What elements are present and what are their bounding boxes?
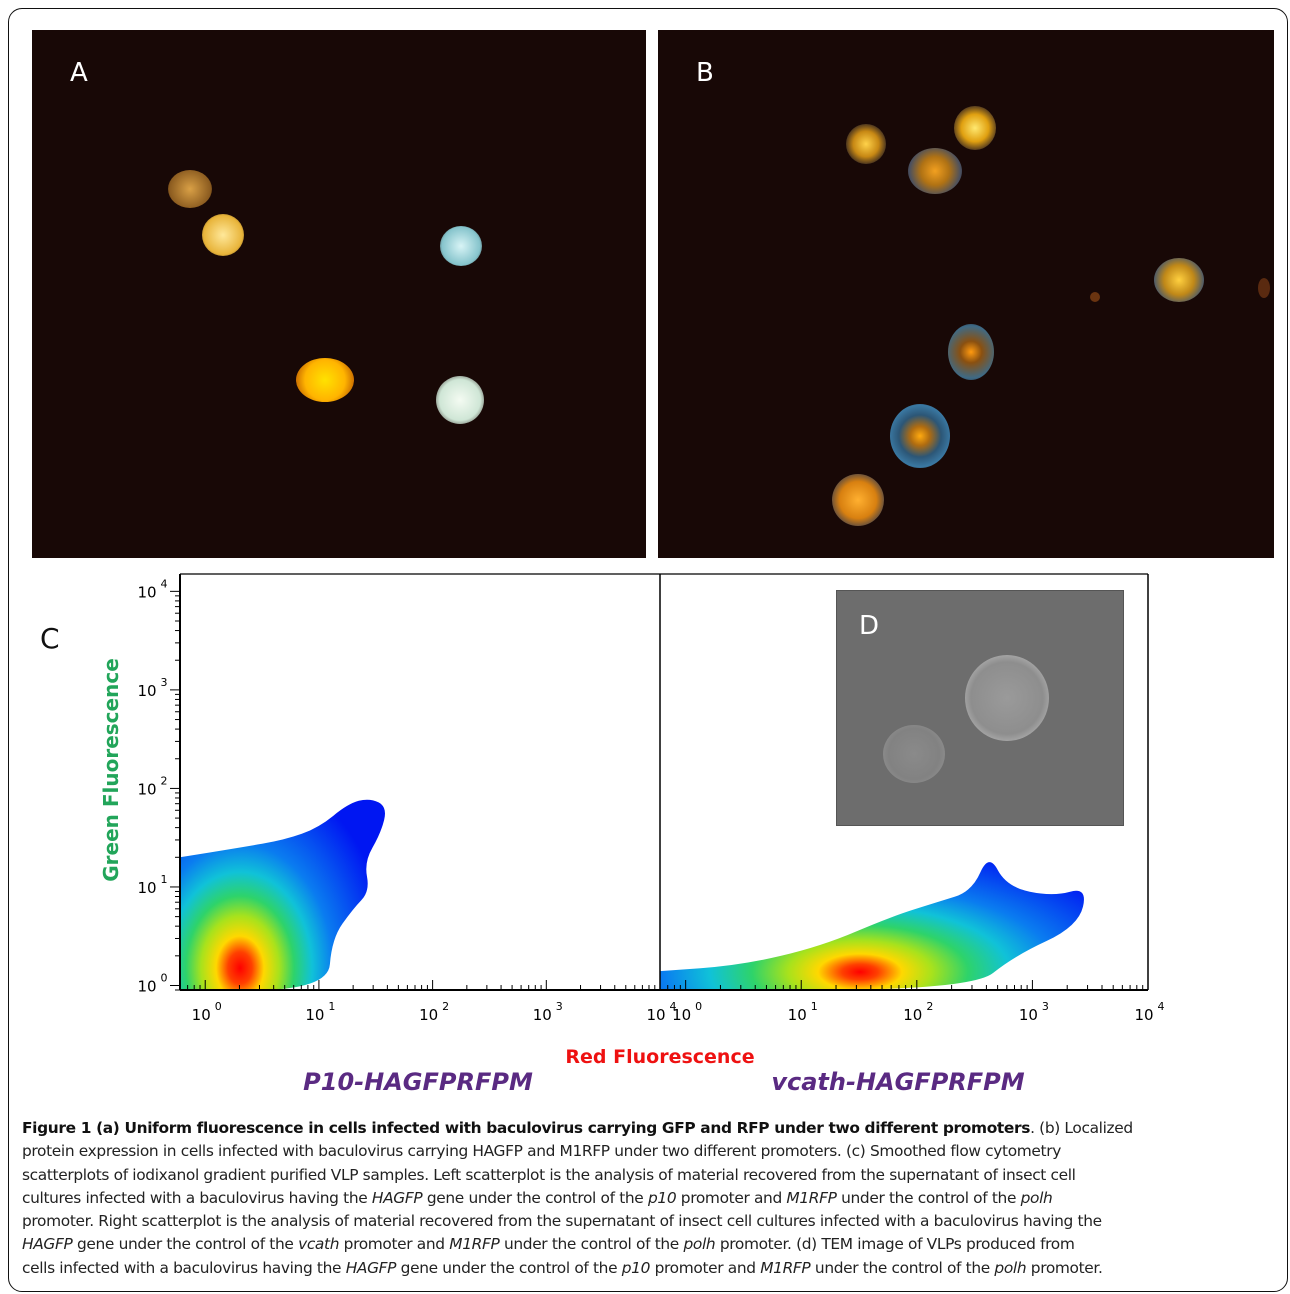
cell-b1 [846, 124, 886, 164]
caption-text: promoter and [650, 1258, 761, 1277]
vlp-small [883, 725, 945, 783]
caption-line-1: Figure 1 (a) Uniform fluorescence in cel… [22, 1117, 1272, 1140]
caption-line-6: HAGFP gene under the control of the vcat… [22, 1233, 1272, 1256]
y-tick-label: 10 [137, 583, 156, 601]
left-x-tick-exponent: 0 [215, 1000, 222, 1013]
caption-text: promoter. [1026, 1258, 1103, 1277]
promoter-name: p10 [621, 1258, 651, 1277]
y-tick-label: 10 [137, 977, 156, 995]
panel-label-a: A [70, 58, 88, 88]
right-x-tick-exponent: 1 [811, 1000, 818, 1013]
figure-frame [8, 8, 1288, 1292]
left-x-tick-label: 10 [192, 1006, 211, 1024]
flow-cytometry-plots: 10 0 10 1 10 2 10 3 10 410 0 10 1 10 2 10 3 10 410 010 110 21… [137, 573, 1165, 1024]
promoter-name: polh [683, 1235, 716, 1254]
caption-text: promoter and [339, 1235, 450, 1254]
panel-label-c: C [40, 622, 60, 655]
xlabel: Red Fluorescence [565, 1046, 755, 1068]
panel-label-d: D [859, 611, 880, 641]
cell-b2 [954, 106, 996, 150]
caption-text: cells infected with a baculovirus having… [22, 1258, 346, 1277]
gene-name: HAGFP [371, 1188, 423, 1207]
left-plot [180, 574, 660, 990]
caption-text: . (b) Localized [1030, 1119, 1133, 1137]
right-x-tick-label: 10 [672, 1006, 691, 1024]
promoter-name: p10 [647, 1188, 677, 1207]
left-x-tick-label: 10 [305, 1006, 324, 1024]
left-x-tick-exponent: 2 [442, 1000, 449, 1013]
caption-text: cultures infected with a baculovirus hav… [22, 1188, 372, 1207]
gene-name: M1RFP [449, 1235, 500, 1254]
y-tick-exponent: 1 [161, 873, 168, 886]
y-tick-exponent: 4 [161, 577, 168, 590]
vlp-large [965, 655, 1049, 741]
caption-text: under the control of the [810, 1258, 995, 1277]
caption-title: Figure 1 (a) Uniform fluorescence in cel… [22, 1119, 1031, 1137]
cell-b9 [1258, 278, 1270, 298]
y-tick-label: 10 [137, 780, 156, 798]
promoter-name: polh [994, 1258, 1027, 1277]
panel-label-b: B [696, 58, 714, 88]
caption-line-4: cultures infected with a baculovirus hav… [22, 1187, 1272, 1210]
cell-b7 [832, 474, 884, 526]
right-x-tick-label: 10 [903, 1006, 922, 1024]
gene-name: M1RFP [786, 1188, 837, 1207]
right-x-tick-exponent: 3 [1042, 1000, 1049, 1013]
ylabel: Green Fluorescence [99, 658, 123, 882]
left-x-tick-exponent: 1 [328, 1000, 335, 1013]
axes-layer: 10 0 10 1 10 2 10 3 10 410 0 10 1 10 2 10 3 10 410 010 110 21… [137, 573, 1165, 1024]
caption-line-2: protein expression in cells infected wit… [22, 1142, 1061, 1161]
left-construct-label: P10-HAGFPRFPM [303, 1068, 533, 1096]
caption-line-3: scatterplots of iodixanol gradient purif… [22, 1165, 1076, 1184]
micrograph-b: B [658, 30, 1274, 558]
left-x-tick-exponent: 3 [556, 1000, 563, 1013]
caption-line-7: cells infected with a baculovirus having… [22, 1257, 1272, 1280]
right-x-tick-label: 10 [788, 1006, 807, 1024]
right-x-tick-exponent: 0 [695, 1000, 702, 1013]
right-construct-label: vcath-HAGFPRFPM [771, 1068, 1025, 1096]
caption-line-5: promoter. Right scatterplot is the analy… [22, 1212, 1102, 1231]
y-tick-label: 10 [137, 879, 156, 897]
caption-text: under the control of the [499, 1235, 684, 1254]
gene-name: HAGFP [22, 1235, 73, 1254]
y-tick-exponent: 0 [161, 971, 168, 984]
caption-text: gene under the control of the [72, 1235, 299, 1254]
left-x-tick-exponent: 4 [670, 1000, 677, 1013]
left-x-tick-label: 10 [533, 1006, 552, 1024]
cell-b5 [948, 324, 994, 380]
cell-orange-dim [168, 170, 212, 208]
figure-caption: Figure 1 (a) Uniform fluorescence in cel… [22, 1117, 1272, 1280]
promoter-name: polh [1020, 1188, 1053, 1207]
y-tick-exponent: 3 [161, 676, 168, 689]
right-x-tick-exponent: 4 [1158, 1000, 1165, 1013]
right-x-tick-label: 10 [1019, 1006, 1038, 1024]
caption-text: promoter. (d) TEM image of VLPs produced… [715, 1235, 1075, 1254]
cell-cyan-small [440, 226, 482, 266]
cell-white [436, 376, 484, 424]
tem-inset: D [836, 590, 1124, 826]
cell-b3 [908, 148, 962, 194]
right-x-tick-label: 10 [1134, 1006, 1153, 1024]
cell-b8 [1090, 292, 1100, 302]
y-tick-label: 10 [137, 682, 156, 700]
caption-text: gene under the control of the [422, 1188, 648, 1207]
caption-text: gene under the control of the [396, 1258, 622, 1277]
gene-name: HAGFP [345, 1258, 397, 1277]
gene-name: M1RFP [760, 1258, 811, 1277]
cell-b6 [890, 404, 950, 468]
left-x-tick-label: 10 [419, 1006, 438, 1024]
right-x-tick-exponent: 2 [926, 1000, 933, 1013]
micrograph-a: A [32, 30, 646, 558]
caption-text: promoter and [676, 1188, 787, 1207]
caption-text: under the control of the [836, 1188, 1021, 1207]
promoter-name: vcath [298, 1235, 340, 1254]
cell-b4 [1154, 258, 1204, 302]
cell-yellow [202, 214, 244, 256]
y-tick-exponent: 2 [161, 774, 168, 787]
left-x-tick-label: 10 [646, 1006, 665, 1024]
cell-orange-bright [296, 358, 354, 402]
